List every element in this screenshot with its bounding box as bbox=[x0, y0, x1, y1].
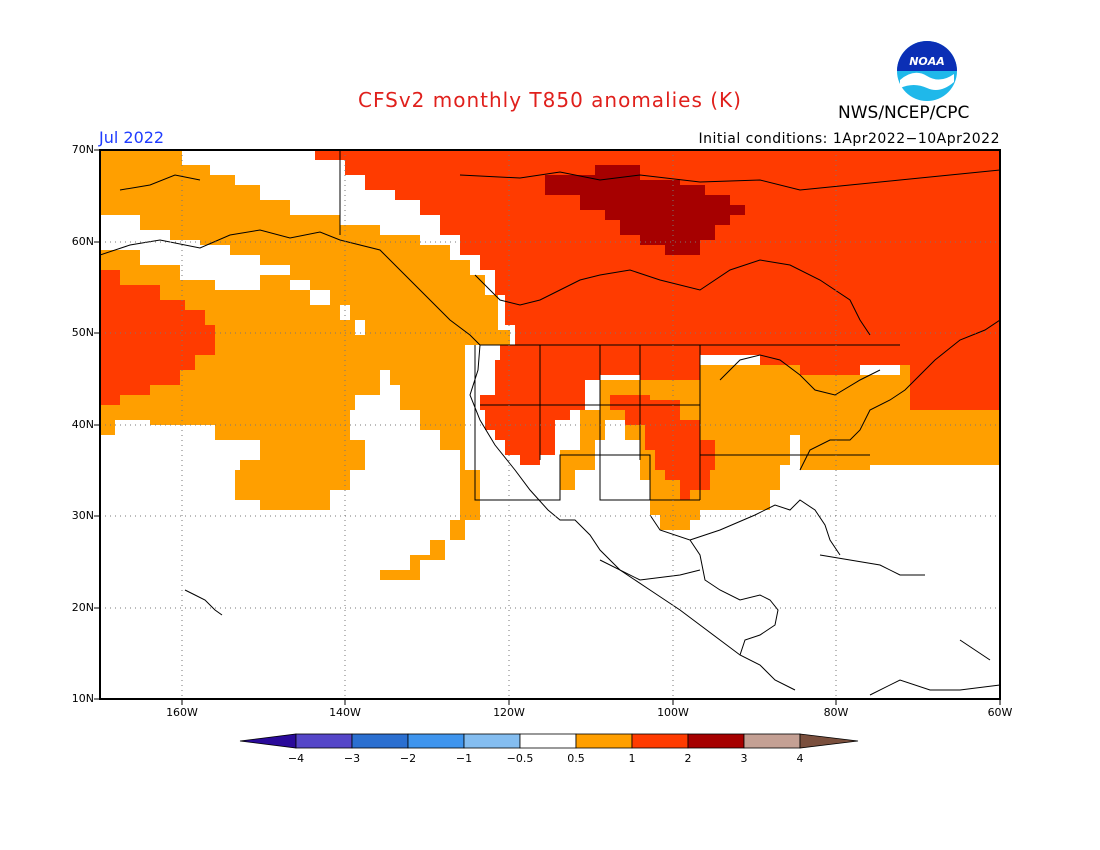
coastlines bbox=[100, 150, 1000, 696]
colorbar-segment-1-2 bbox=[631, 733, 689, 749]
anomaly-region-red-plains bbox=[610, 395, 715, 500]
lon-label-60w: 60W bbox=[987, 706, 1013, 719]
colorbar-segment-3-4 bbox=[743, 733, 801, 749]
axis-ticks bbox=[94, 149, 1001, 705]
lon-label-100w: 100W bbox=[657, 706, 689, 719]
lon-label-120w: 120W bbox=[493, 706, 525, 719]
anomaly-field bbox=[100, 150, 1000, 699]
lon-label-160w: 160W bbox=[166, 706, 198, 719]
lat-label-60n: 60N bbox=[71, 235, 94, 248]
colorbar-label-minus05: −0.5 bbox=[506, 752, 534, 765]
chart-title: CFSv2 monthly T850 anomalies (K) bbox=[358, 88, 742, 112]
agency-label: NWS/NCEP/CPC bbox=[838, 103, 970, 123]
lat-label-40n: 40N bbox=[71, 418, 94, 431]
colorbar bbox=[239, 733, 859, 749]
colorbar-label-05: 0.5 bbox=[567, 752, 585, 765]
lat-label-20n: 20N bbox=[71, 601, 94, 614]
colorbar-label-1: 1 bbox=[628, 752, 636, 765]
colorbar-segment-05-1 bbox=[575, 733, 633, 749]
colorbar-label-minus1: −1 bbox=[455, 752, 473, 765]
anomaly-region-orange-north bbox=[100, 150, 510, 580]
colorbar-label-minus3: −3 bbox=[343, 752, 361, 765]
colorbar-segment-2-3 bbox=[687, 733, 745, 749]
graticule bbox=[100, 150, 1000, 699]
colorbar-label-3: 3 bbox=[740, 752, 748, 765]
colorbar-segment-above-4 bbox=[799, 733, 859, 749]
colorbar-label-minus2: −2 bbox=[399, 752, 417, 765]
lat-label-70n: 70N bbox=[71, 143, 94, 156]
lon-label-80w: 80W bbox=[823, 706, 849, 719]
noaa-logo: NOAA bbox=[897, 41, 957, 101]
colorbar-segment-minus4-minus3 bbox=[295, 733, 353, 749]
anomaly-region-red-pacific bbox=[100, 270, 215, 405]
noaa-logo-text: NOAA bbox=[909, 55, 945, 68]
colorbar-label-minus4: −4 bbox=[287, 752, 305, 765]
colorbar-segment-below-minus4 bbox=[239, 733, 297, 749]
colorbar-label-4: 4 bbox=[796, 752, 804, 765]
lat-label-10n: 10N bbox=[71, 692, 94, 705]
colorbar-segment-minus2-minus1 bbox=[407, 733, 465, 749]
initial-conditions: Initial conditions: 1Apr2022−10Apr2022 bbox=[698, 131, 1000, 147]
forecast-month: Jul 2022 bbox=[99, 128, 165, 147]
colorbar-segment-minus1-minus05 bbox=[463, 733, 521, 749]
lat-label-30n: 30N bbox=[71, 509, 94, 522]
lon-label-140w: 140W bbox=[329, 706, 361, 719]
colorbar-label-2: 2 bbox=[684, 752, 692, 765]
colorbar-segment-minus3-minus2 bbox=[351, 733, 409, 749]
anomaly-region-orange-us-east bbox=[560, 355, 1000, 530]
lat-label-50n: 50N bbox=[71, 326, 94, 339]
anomaly-region-darkred bbox=[545, 165, 745, 255]
anomaly-region-red-north bbox=[315, 150, 1000, 465]
colorbar-segment-neutral bbox=[519, 733, 577, 749]
